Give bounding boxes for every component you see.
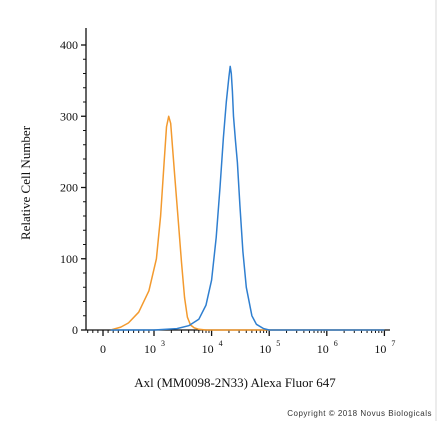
x-tick-exponent: 4: [219, 339, 223, 348]
histogram-series-1: [110, 115, 385, 331]
x-tick-label: 10: [202, 342, 214, 356]
y-axis-title: Relative Cell Number: [18, 125, 33, 240]
copyright-notice: Copyright © 2018 Novus Biologicals: [287, 409, 432, 418]
x-tick-label: 0: [100, 342, 106, 356]
y-tick-label: 100: [60, 252, 78, 266]
y-tick-label: 400: [60, 38, 78, 52]
x-axis-title: Axl (MM0098-2N33) Alexa Fluor 647: [134, 375, 336, 390]
histogram-series-2: [110, 65, 385, 331]
plot-area: 0 100 200 300 400 0 10 3 10 4 10 5 10 6 10 7: [60, 28, 395, 356]
x-tick-label: 10: [259, 342, 271, 356]
x-tick-exponent: 3: [161, 339, 165, 348]
y-tick-label: 200: [60, 181, 78, 195]
x-tick-label: 10: [374, 342, 386, 356]
y-tick-label: 300: [60, 109, 78, 123]
x-tick-exponent: 6: [334, 339, 338, 348]
x-tick-label: 10: [144, 342, 156, 356]
y-tick-label: 0: [72, 323, 78, 337]
x-tick-label: 10: [317, 342, 329, 356]
x-tick-exponent: 7: [391, 339, 395, 348]
x-tick-exponent: 5: [276, 339, 280, 348]
